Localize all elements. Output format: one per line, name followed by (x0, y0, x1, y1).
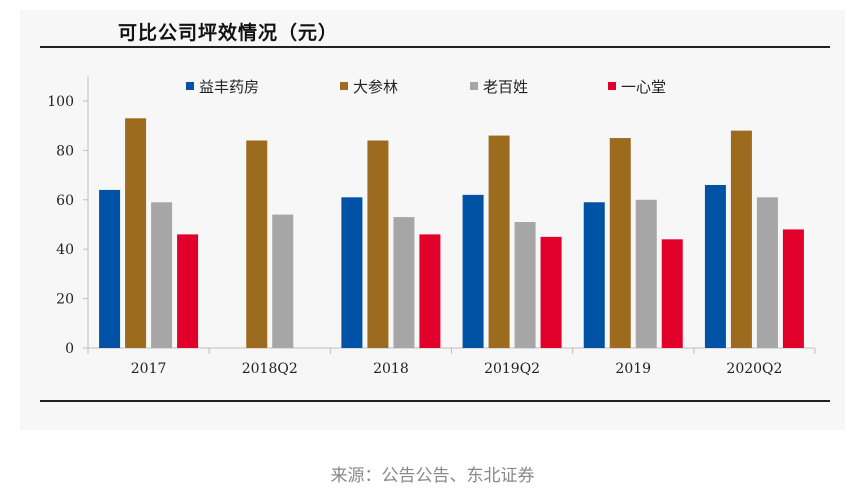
bar-2019Q2-老百姓 (514, 222, 536, 348)
chart-axes: 0 20 40 60 80 100 2017 2018Q2 2018 2019Q2 2019 2020… (47, 76, 816, 377)
bar-2018Q2-老百姓 (272, 214, 294, 348)
bar-2019-大参林 (609, 138, 631, 348)
legend-swatch (470, 82, 478, 90)
bar-2019Q2-大参林 (488, 135, 510, 348)
bar-2018-老百姓 (393, 217, 415, 348)
legend-swatch (186, 82, 194, 90)
bar-2020Q2-大参林 (730, 130, 752, 348)
bar-2019Q2-一心堂 (540, 236, 562, 348)
y-tick-label: 40 (56, 242, 74, 258)
bar-2017-一心堂 (177, 234, 199, 348)
y-tick-label: 60 (56, 193, 74, 209)
bar-2019-一心堂 (661, 239, 683, 348)
bar-2018-益丰药房 (341, 197, 363, 348)
y-tick-label: 80 (56, 143, 74, 159)
x-tick-label: 2020Q2 (726, 361, 782, 377)
bar-2017-益丰药房 (99, 189, 121, 348)
bar-2020Q2-一心堂 (782, 229, 804, 348)
bar-2020Q2-益丰药房 (704, 184, 726, 348)
bar-2019-益丰药房 (583, 202, 605, 348)
legend-label: 一心堂 (621, 78, 666, 96)
x-tick-label: 2019Q2 (484, 361, 540, 377)
bar-2018-一心堂 (419, 234, 441, 348)
x-tick-label: 2018 (373, 361, 409, 377)
chart-legend: 益丰药房 大参林 老百姓 一心堂 (186, 78, 666, 96)
bar-2017-大参林 (125, 118, 147, 348)
bar-2017-老百姓 (151, 202, 173, 348)
legend-swatch (608, 82, 616, 90)
title-rule (40, 46, 830, 48)
y-tick-label: 100 (47, 94, 74, 110)
bar-2018-大参林 (367, 140, 389, 348)
y-tick-label: 20 (56, 292, 74, 308)
legend-label: 益丰药房 (199, 78, 259, 96)
legend-swatch (340, 82, 348, 90)
x-tick-label: 2017 (131, 361, 167, 377)
x-tick-label: 2019 (615, 361, 651, 377)
bar-2020Q2-老百姓 (756, 197, 778, 348)
chart-bars (99, 118, 804, 348)
bar-2019Q2-益丰药房 (462, 194, 484, 348)
bar-2018Q2-大参林 (246, 140, 268, 348)
bottom-rule (40, 400, 830, 402)
source-note: 来源：公告公告、东北证券 (330, 466, 535, 486)
y-tick-label: 0 (65, 341, 74, 357)
bar-2019-老百姓 (635, 199, 657, 348)
chart-title: 可比公司坪效情况（元） (118, 22, 339, 44)
x-tick-label: 2018Q2 (242, 361, 298, 377)
legend-label: 老百姓 (483, 78, 528, 96)
legend-label: 大参林 (353, 78, 398, 96)
